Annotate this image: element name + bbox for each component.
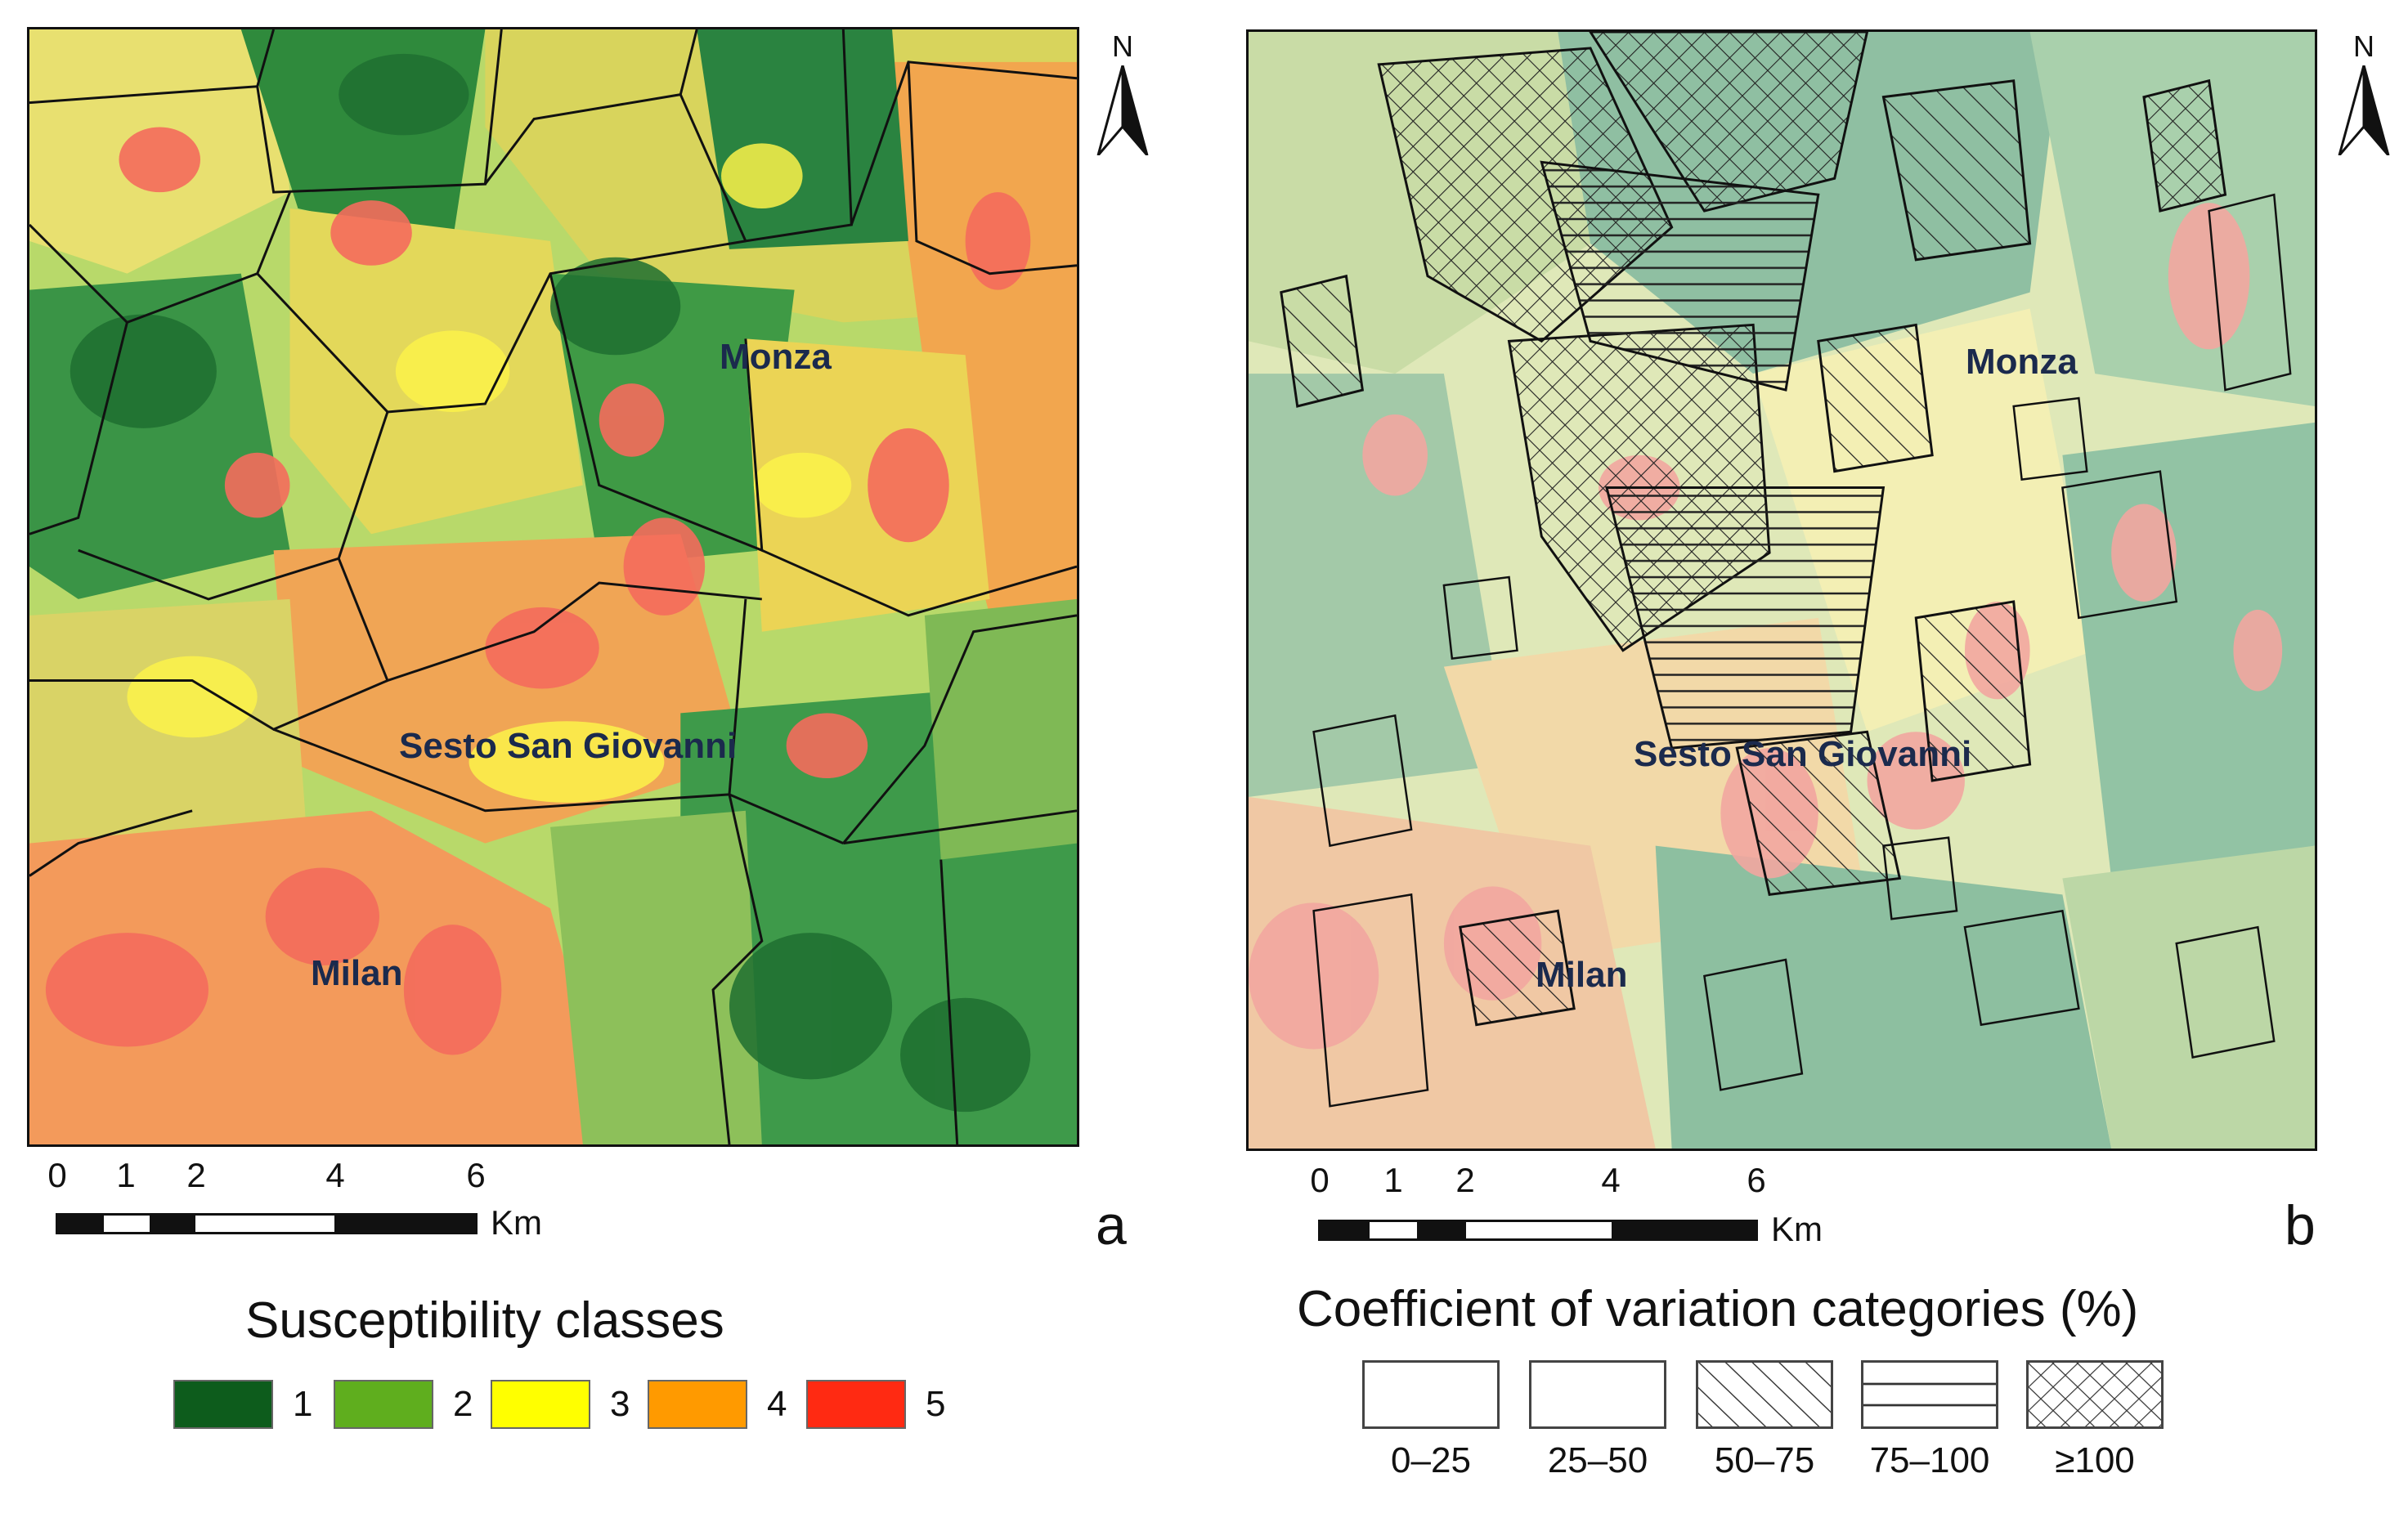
legend-swatch-class-3 bbox=[491, 1380, 590, 1429]
legend-swatch-cv-50-75 bbox=[1696, 1360, 1833, 1429]
scale-tick-4: 4 bbox=[1601, 1161, 1621, 1199]
legend-item-cv-100-plus: ≥100 bbox=[2026, 1360, 2164, 1481]
legend-item-cv-75-100: 75–100 bbox=[1861, 1360, 1998, 1481]
city-label-milan: Milan bbox=[311, 953, 403, 993]
susceptibility-map-canvas bbox=[29, 29, 1077, 1144]
cv-map-canvas bbox=[1249, 32, 2315, 1149]
scale-bar-graphic bbox=[56, 1213, 478, 1234]
susceptibility-map bbox=[27, 27, 1079, 1147]
scale-tick-1: 1 bbox=[1383, 1161, 1403, 1199]
legend-label-class-4: 4 bbox=[767, 1384, 787, 1424]
scale-tick-6: 6 bbox=[1747, 1161, 1766, 1199]
legend-swatch-cv-100-plus bbox=[2026, 1360, 2164, 1429]
north-label: N bbox=[1112, 29, 1133, 63]
panel-letter-b: b bbox=[2285, 1194, 2316, 1256]
legend-swatch-cv-0-25 bbox=[1362, 1360, 1500, 1429]
panel-a: Monza Sesto San Giovanni Milan N 0 1 2 4… bbox=[0, 0, 1202, 1518]
north-label: N bbox=[2353, 29, 2374, 63]
legend-swatch-class-5 bbox=[806, 1380, 906, 1429]
legend-swatch-class-4 bbox=[648, 1380, 747, 1429]
panel-letter-a: a bbox=[1096, 1194, 1127, 1256]
scale-tick-0: 0 bbox=[1310, 1161, 1330, 1199]
legend-swatch-cv-25-50 bbox=[1529, 1360, 1666, 1429]
legend-item-cv-25-50: 25–50 bbox=[1529, 1360, 1666, 1481]
legend-item-class-5: 5 bbox=[806, 1380, 945, 1429]
scale-tick-2: 2 bbox=[1455, 1161, 1475, 1199]
coefficient-of-variation-map bbox=[1246, 29, 2317, 1151]
legend-swatch-cv-75-100 bbox=[1861, 1360, 1998, 1429]
legend-item-cv-50-75: 50–75 bbox=[1696, 1360, 1833, 1481]
scale-bar-graphic bbox=[1318, 1220, 1758, 1241]
scale-tick-6: 6 bbox=[466, 1156, 486, 1194]
scale-tick-4: 4 bbox=[325, 1156, 345, 1194]
city-label-milan: Milan bbox=[1536, 955, 1628, 995]
north-arrow-icon bbox=[2338, 65, 2390, 155]
legend-label-cv-0-25: 0–25 bbox=[1391, 1440, 1471, 1480]
legend-item-class-1: 1 bbox=[173, 1380, 312, 1429]
legend-label-cv-100-plus: ≥100 bbox=[2055, 1440, 2135, 1480]
legend-label-class-3: 3 bbox=[610, 1384, 630, 1424]
city-label-monza: Monza bbox=[720, 337, 832, 377]
legend-label-class-1: 1 bbox=[293, 1384, 313, 1424]
legend-item-cv-0-25: 0–25 bbox=[1362, 1360, 1500, 1481]
legend-item-class-2: 2 bbox=[334, 1380, 473, 1429]
north-arrow: N bbox=[2335, 29, 2392, 155]
scale-unit: Km bbox=[1771, 1210, 1823, 1248]
legend-label-cv-25-50: 25–50 bbox=[1547, 1440, 1648, 1480]
legend-swatch-class-2 bbox=[334, 1380, 433, 1429]
legend-label-cv-75-100: 75–100 bbox=[1869, 1440, 1990, 1480]
legend-label-class-5: 5 bbox=[926, 1384, 946, 1424]
north-arrow: N bbox=[1094, 29, 1151, 155]
scale-unit: Km bbox=[491, 1203, 542, 1242]
scale-tick-1: 1 bbox=[116, 1156, 136, 1194]
legend-item-class-3: 3 bbox=[491, 1380, 630, 1429]
legend-label-class-2: 2 bbox=[453, 1384, 473, 1424]
city-label-sesto-san-giovanni: Sesto San Giovanni bbox=[399, 726, 738, 766]
legend-item-class-4: 4 bbox=[648, 1380, 787, 1429]
city-label-monza: Monza bbox=[1966, 342, 2078, 382]
north-arrow-icon bbox=[1096, 65, 1149, 155]
scale-bar: 0 1 2 4 6 Km bbox=[0, 1153, 654, 1251]
panel-b: Monza Sesto San Giovanni Milan N 0 1 2 4… bbox=[1202, 0, 2408, 1518]
scale-bar: 0 1 2 4 6 Km bbox=[1202, 1158, 1856, 1256]
city-label-sesto-san-giovanni: Sesto San Giovanni bbox=[1634, 734, 1972, 774]
legend-title-coefficient-of-variation: Coefficient of variation categories (%) bbox=[1297, 1281, 2139, 1337]
legend-label-cv-50-75: 50–75 bbox=[1714, 1440, 1815, 1480]
scale-tick-2: 2 bbox=[186, 1156, 206, 1194]
legend-swatch-class-1 bbox=[173, 1380, 273, 1429]
legend-title-susceptibility: Susceptibility classes bbox=[245, 1292, 724, 1349]
scale-tick-0: 0 bbox=[47, 1156, 67, 1194]
